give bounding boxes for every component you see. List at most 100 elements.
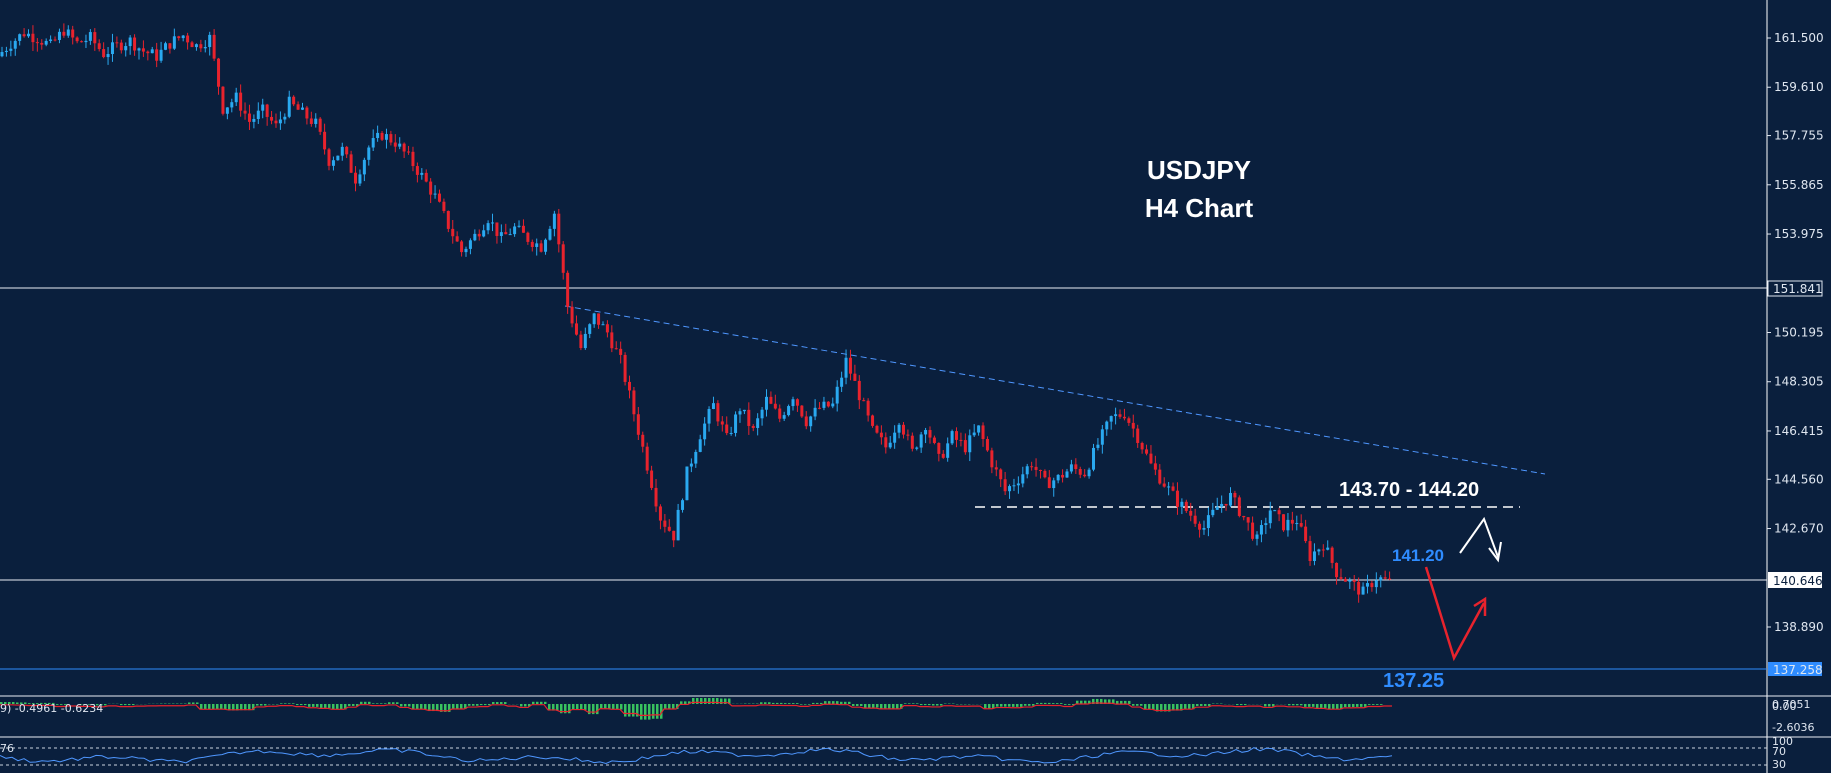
candle-body [548, 228, 552, 240]
candle-body [398, 143, 402, 147]
rsi-axis-70: 70 [1772, 745, 1786, 758]
macd-bar [348, 704, 351, 706]
macd-bar [124, 704, 127, 706]
candle-body [168, 43, 172, 49]
macd-bar [668, 704, 671, 710]
macd-bar [416, 704, 419, 710]
candle-body [937, 442, 941, 454]
macd-bar [200, 704, 203, 710]
macd-bar [716, 698, 719, 704]
macd-bar [1132, 704, 1135, 706]
macd-bar [432, 704, 435, 712]
macd-bar [816, 702, 819, 704]
macd-bar [692, 698, 695, 704]
candle-body [110, 42, 114, 55]
candle-body [283, 116, 287, 120]
candle-body [1357, 581, 1361, 595]
candle-body [221, 86, 225, 114]
candle-body [508, 234, 512, 236]
macd-bar [4, 702, 7, 704]
macd-bar [1240, 704, 1243, 706]
candle-body [844, 357, 848, 378]
macd-bar [328, 704, 331, 708]
candle-body [128, 37, 132, 47]
upper-level-tag-text: 151.841 [1773, 282, 1823, 296]
candle-body [778, 408, 782, 419]
macd-bar [1024, 704, 1027, 706]
candle-body [384, 134, 388, 140]
candle-body [1290, 519, 1294, 524]
candle-body [336, 155, 340, 161]
candle-body [977, 425, 981, 433]
candle-body [1003, 479, 1007, 492]
candle-body [1282, 514, 1286, 531]
macd-bar [1028, 704, 1031, 706]
candle-body [521, 225, 525, 233]
macd-bar [28, 703, 31, 704]
candle-body [1286, 519, 1290, 531]
macd-bar [628, 704, 631, 717]
candle-body [1021, 474, 1025, 484]
macd-bar [452, 704, 455, 710]
macd-bar [256, 704, 259, 706]
candle-body [742, 409, 746, 412]
candle-body [261, 104, 265, 111]
macd-bar [308, 704, 311, 707]
candle-body [376, 132, 380, 139]
macd-bar [1204, 704, 1207, 706]
macd-bar [832, 701, 835, 704]
lower-level-tag [1768, 662, 1822, 676]
macd-bar [296, 704, 299, 706]
candle-body [234, 92, 238, 103]
macd-bar [1000, 704, 1003, 707]
macd-bar [872, 704, 875, 708]
macd-bar [188, 702, 191, 704]
macd-bar [236, 704, 239, 711]
rsi-line [0, 747, 1393, 765]
candle-body [557, 213, 561, 245]
target-label: 137.25 [1383, 670, 1444, 692]
macd-bar [632, 704, 635, 717]
macd-bar [20, 702, 23, 704]
macd-bar [908, 703, 911, 704]
candle-body [57, 31, 61, 40]
macd-bar [240, 704, 243, 711]
candle-body [1162, 483, 1166, 487]
candle-body [1268, 510, 1272, 524]
macd-bar [80, 704, 83, 705]
candle-body [636, 414, 640, 435]
macd-bar [1368, 704, 1371, 705]
macd-bar [60, 704, 63, 705]
candle-body [513, 226, 517, 235]
macd-bar [1304, 704, 1307, 707]
macd-bar [1356, 704, 1359, 707]
macd-bar [244, 704, 247, 711]
candle-body [1343, 578, 1347, 582]
candle-body [672, 530, 676, 541]
macd-bar [52, 702, 55, 704]
macd-bar [1084, 700, 1087, 704]
macd-bar [720, 698, 723, 704]
rsi-label: 76 [0, 742, 14, 755]
macd-bar [1148, 704, 1151, 710]
candle-body [119, 42, 123, 51]
candle-body [818, 407, 822, 409]
candle-body [345, 146, 349, 155]
candle-body [862, 400, 866, 402]
macd-bar [1272, 704, 1275, 707]
candle-body [420, 172, 424, 175]
macd-bar [688, 701, 691, 704]
macd-bar [12, 702, 15, 704]
candle-body [1335, 562, 1339, 578]
candle-body [9, 48, 13, 51]
macd-bar [1060, 703, 1063, 704]
candle-body [866, 400, 870, 416]
macd-bar [700, 698, 703, 704]
candle-body [963, 440, 967, 453]
candle-body [1277, 510, 1281, 515]
macd-bar [1288, 704, 1291, 706]
macd-bar [1208, 704, 1211, 706]
candle-body [654, 487, 658, 507]
macd-bar [440, 704, 443, 712]
